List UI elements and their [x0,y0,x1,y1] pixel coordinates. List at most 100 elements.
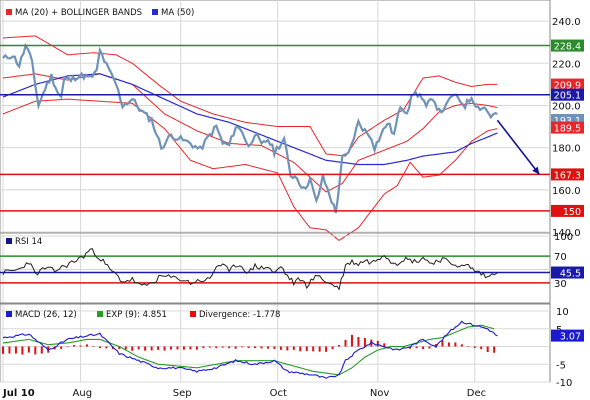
price-level-tag-3-bg [551,204,584,217]
legend-icon-ma50 [152,9,158,15]
macd-divergence-bar [454,342,457,347]
price-level-tag-2-label: 167.3 [554,170,581,181]
price-series [0,35,550,242]
macd-divergence-bar [118,346,121,350]
rsi-panel-frame [0,232,551,304]
macd-divergence-bar [124,346,127,350]
price-level-tag-2-bg [551,168,584,181]
macd-divergence-bar [286,346,289,351]
macd-tick-label-4: 10 [556,307,569,318]
macd-divergence-bar [105,346,108,349]
macd-divergence-bar [434,344,437,347]
price-tick-label-0: 140.0 [552,228,581,239]
price-axis-tag-1-label: 193.1 [554,116,581,127]
x-tick-label-2: Sep [173,388,192,399]
macd-divergence-bar [157,346,160,350]
macd-series [2,320,498,379]
price-level-tag-0-label: 228.4 [554,42,581,53]
macd-divergence-bar [422,346,425,349]
legend-icon-rsi [6,238,12,244]
macd-divergence-bar [34,346,37,355]
rsi-level-label-2: 30 [554,279,567,290]
macd-divergence-bar [447,342,450,347]
legend-label-rsi: RSI 14 [15,237,42,247]
legend-label-ma50: MA (50) [161,8,194,18]
macd-divergence-bar [131,346,134,351]
macd-divergence-bar [467,346,470,348]
price-panel: 140.0 160.0 180.0 200.0 220.0 240.0 MA (20) +… [0,0,581,382]
macd-divergence-bar [176,346,179,350]
macd-divergence-bar [415,346,418,349]
macd-divergence-bar [170,346,173,350]
macd-divergence-bar [473,346,476,348]
price-axis-tag-2-bg [551,121,584,134]
legend-icon-divergence [190,311,196,317]
macd-divergence-bar [60,346,63,349]
macd-divergence-bar [279,346,282,350]
macd-divergence-bar [14,346,17,354]
macd-divergence-bar [441,340,444,347]
macd-divergence-bar [98,346,101,349]
macd-divergence-bar [299,346,302,352]
macd-divergence-bar [92,345,95,347]
rsi-series [0,248,550,291]
rsi-level-tag-1-label: 45.5 [560,269,581,280]
macd-line [2,320,498,379]
legend-icon-macd [6,311,12,317]
price-legend: MA (20) + BOLLINGER BANDS MA (50) [6,8,194,18]
macd-panel: -10-5510 MACD (26, 12) EXP (9): 4.851 Di… [0,303,572,389]
macd-divergence-bar [273,346,276,349]
macd-axis-tag-bg [551,329,584,342]
macd-divergence-bar [73,345,76,347]
macd-divergence-bar [305,346,308,351]
price-tick-label-3: 200.0 [552,101,581,112]
macd-divergence-bar [318,346,321,352]
legend-label-bollinger: MA (20) + BOLLINGER BANDS [15,8,142,18]
macd-divergence-bar [195,346,198,350]
x-tick-label-3: Oct [270,388,287,399]
macd-divergence-bar [266,346,269,349]
macd-divergence-bar [144,346,147,351]
macd-divergence-bar [208,346,211,348]
price-level-tag-0-bg [551,39,584,52]
price-series-line-2 [2,98,498,242]
macd-divergence-bar [86,344,89,347]
x-axis: Jul 10 Aug Sep Oct Nov Dec [2,388,486,399]
macd-divergence-bar [27,346,30,353]
price-tick-label-1: 160.0 [552,186,581,197]
macd-divergence-bar [344,339,347,347]
price-line [2,42,498,214]
legend-label-macd: MACD (26, 12) [15,310,77,320]
legend-icon-exp [97,311,103,317]
x-tick-label-5: Dec [467,388,486,399]
macd-signal-line [2,324,495,376]
macd-divergence-bar [247,346,250,348]
macd-divergence-bar [189,346,192,350]
macd-divergence-bar [79,345,82,347]
macd-divergence-bar [486,346,489,353]
macd-divergence-bar [66,346,69,348]
macd-divergence-bar [202,346,205,349]
macd-divergence-bar [357,337,360,347]
macd-divergence-bar [241,346,244,348]
macd-divergence-bar [312,346,315,352]
macd-divergence-bar [292,346,295,350]
macd-divergence-bar [254,346,257,349]
macd-divergence-bar [21,346,24,355]
x-tick-label-4: Nov [370,388,390,399]
rsi-tick-label-100: 100 [554,232,573,243]
rsi-legend: RSI 14 [6,237,42,247]
macd-divergence-bar [325,346,328,352]
price-axis-tag-2-label: 189.5 [554,124,581,135]
macd-divergence-bar [460,344,463,347]
macd-divergence-bar [8,346,11,354]
macd-divergence-bar [370,339,373,347]
macd-divergence-bar [376,340,379,347]
macd-divergence-bar [215,346,218,349]
macd-divergence-bar [150,346,153,351]
macd-divergence-bar [338,344,341,347]
x-tick-label-1: Aug [73,388,93,399]
